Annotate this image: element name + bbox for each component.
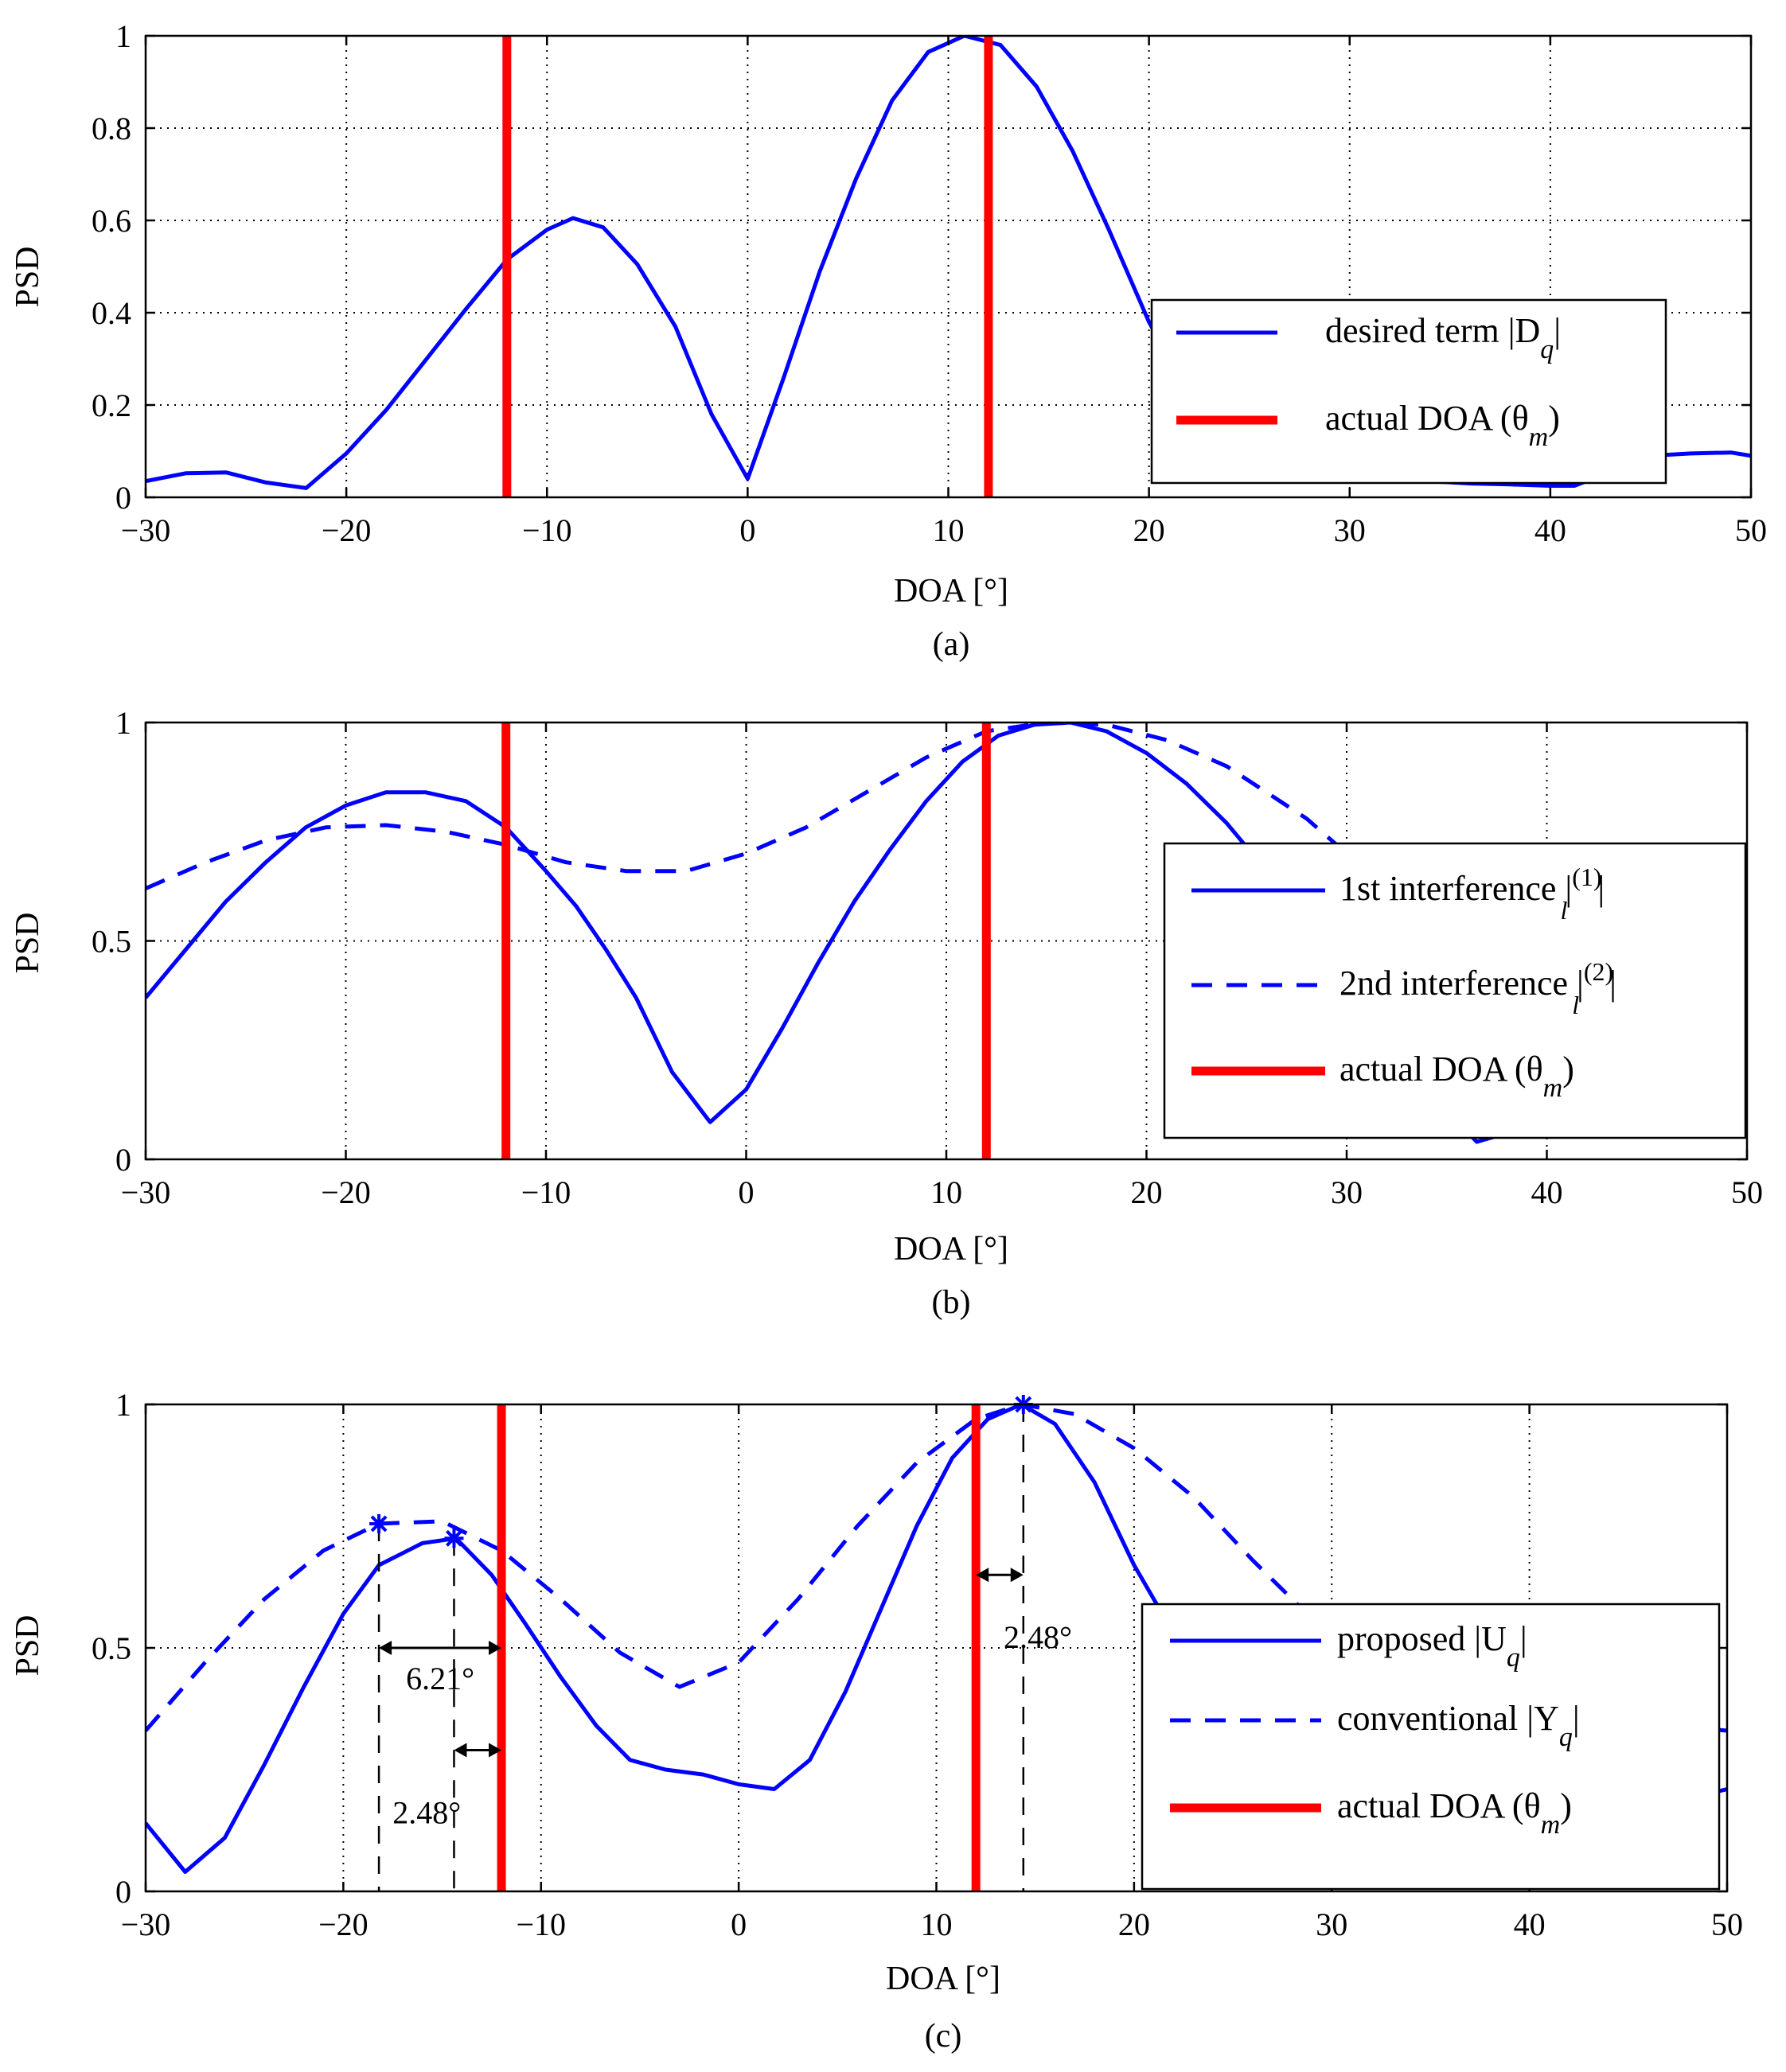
xtick-label-b-6: 30 (1331, 1174, 1363, 1210)
grid-a (146, 36, 1751, 497)
ytick-label-a-1: 0.2 (92, 388, 131, 423)
peak-marker-2 (444, 1529, 464, 1548)
xtick-label-b-5: 20 (1131, 1174, 1163, 1210)
xtick-label-c-1: −20 (318, 1906, 369, 1942)
xlabel-a: DOA [°] (894, 573, 1008, 610)
ytick-label-b-1: 0.5 (92, 924, 131, 960)
ytick-label-a-3: 0.6 (92, 203, 131, 239)
xtick-label-b-0: −30 (121, 1174, 171, 1210)
interval-label-3: 2.48° (1004, 1619, 1072, 1655)
xtick-label-b-2: −10 (521, 1174, 571, 1210)
legend-box-c (1141, 1603, 1721, 1891)
caption-b: (b) (932, 1284, 971, 1321)
caption-c: (c) (925, 2018, 962, 2054)
xtick-label-a-6: 30 (1334, 512, 1366, 548)
peak-marker-1 (369, 1513, 389, 1533)
legend-label-b-1: 1st interference |(1) l| (1340, 863, 1605, 925)
legend-b: 1st interference |(1) l| 2nd interference … (1163, 842, 1747, 1139)
xtick-label-c-4: 10 (921, 1906, 953, 1942)
ytick-label-c-0: 0 (115, 1874, 131, 1910)
plot-area-b (146, 722, 1747, 1159)
ylabel-b: PSD (10, 912, 46, 973)
xtick-label-b-1: −20 (321, 1174, 371, 1210)
xtick-label-c-3: 0 (731, 1906, 747, 1942)
xtick-label-a-8: 50 (1735, 512, 1767, 548)
legend-label-b-2: 2nd interference |(2) l| (1340, 957, 1616, 1019)
interval-label-2: 2.48° (392, 1795, 461, 1831)
xtick-label-b-8: 50 (1731, 1174, 1763, 1210)
xtick-label-a-1: −20 (322, 512, 372, 548)
ytick-label-c-1: 0.5 (92, 1630, 131, 1666)
xtick-label-b-7: 40 (1531, 1174, 1563, 1210)
grid-b (146, 722, 1747, 1159)
legend-box-a (1150, 298, 1667, 485)
xlabel-b: DOA [°] (894, 1231, 1008, 1268)
xtick-label-b-4: 10 (930, 1174, 962, 1210)
ytick-label-a-2: 0.4 (92, 295, 131, 331)
xtick-label-c-7: 40 (1514, 1906, 1546, 1942)
plot-area-a (146, 36, 1751, 497)
ytick-label-a-5: 1 (115, 18, 131, 54)
ticks-b: −30 −20 −10 0 10 20 30 40 50 0 0.5 1 (92, 705, 1763, 1210)
ytick-label-c-2: 1 (115, 1387, 131, 1423)
xtick-label-a-4: 10 (933, 512, 965, 548)
xtick-label-c-5: 20 (1118, 1906, 1150, 1942)
interval-label-1: 6.21° (406, 1661, 474, 1696)
ticks-c: −30 −20 −10 0 10 20 30 40 50 0 0.5 1 (92, 1387, 1743, 1942)
ticks-a: −30 −20 −10 0 10 20 30 40 50 0 0.2 0.4 0.6 0.8 1 (92, 18, 1767, 548)
legend-label-c-1: proposed |Uq| (1337, 1619, 1527, 1673)
panel-a: −30 −20 −10 0 10 20 30 40 50 0 0.2 0.4 0.6 0.8 1 PSD D… (10, 18, 1767, 663)
caption-a: (a) (933, 626, 970, 663)
xtick-label-a-0: −30 (121, 512, 171, 548)
series-line-a-1 (146, 36, 1751, 490)
xtick-label-c-8: 50 (1711, 1906, 1743, 1942)
xtick-label-a-7: 40 (1534, 512, 1566, 548)
xlabel-c: DOA [°] (886, 1961, 1000, 1997)
ylabel-a: PSD (10, 246, 46, 307)
legend-a: desired term |Dq| actual DOA (θm) (1150, 298, 1667, 485)
xtick-label-c-2: −10 (516, 1906, 566, 1942)
interval-arrow-3 (976, 1568, 1024, 1583)
ylabel-c: PSD (10, 1614, 46, 1676)
legend-c: proposed |Uq| conventional |Yq| actual DOA… (1141, 1603, 1721, 1891)
xtick-label-b-3: 0 (739, 1174, 755, 1210)
xtick-label-a-5: 20 (1133, 512, 1165, 548)
xtick-label-a-3: 0 (739, 512, 755, 548)
legend-box-b (1163, 842, 1747, 1139)
xtick-label-c-6: 30 (1316, 1906, 1347, 1942)
interval-arrow-1 (379, 1641, 502, 1655)
panel-c: 6.21° 2.48° 2.48° −30 −20 −10 0 10 20 30 40 50 0 0.5… (10, 1387, 1743, 2054)
interval-arrow-2 (454, 1743, 502, 1758)
series-line-b-1 (146, 722, 1747, 1144)
legend-label-a-1: desired term |Dq| (1325, 311, 1561, 364)
legend-label-c-3: actual DOA (θm) (1337, 1786, 1572, 1840)
panel-b: −30 −20 −10 0 10 20 30 40 50 0 0.5 1 PSD DOA [°] (b… (10, 705, 1763, 1321)
series-group-a (146, 36, 1751, 497)
ytick-label-a-0: 0 (115, 480, 131, 516)
legend-label-a-2: actual DOA (θm) (1325, 399, 1560, 452)
ytick-label-b-2: 1 (115, 705, 131, 741)
xtick-label-a-2: −10 (522, 512, 572, 548)
legend-label-b-3: actual DOA (θm) (1340, 1050, 1574, 1103)
ytick-label-a-4: 0.8 (92, 111, 131, 146)
legend-label-c-2: conventional |Yq| (1337, 1699, 1580, 1752)
xtick-label-c-0: −30 (121, 1906, 171, 1942)
series-group-b (146, 722, 1747, 1159)
ytick-label-b-0: 0 (115, 1142, 131, 1178)
